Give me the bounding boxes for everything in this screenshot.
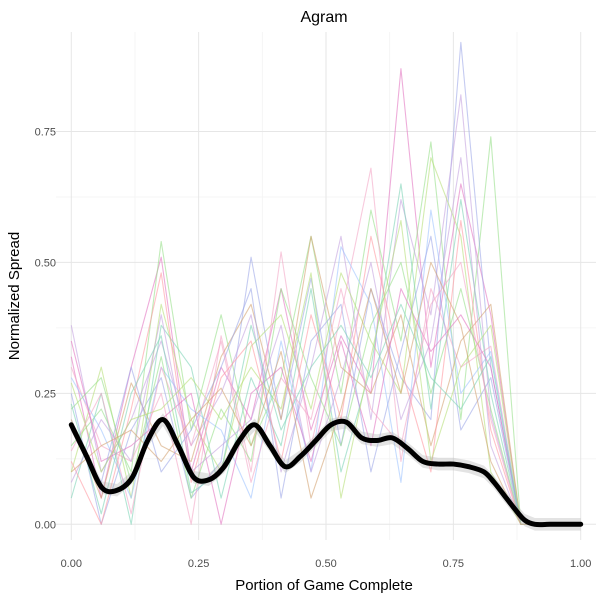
x-tick-label: 0.50 [315,558,336,570]
grid-lines [56,32,596,540]
smooth-trend [68,413,584,531]
series-line [70,261,581,525]
y-axis-title: Normalized Spread [6,232,23,360]
series-line [70,136,581,525]
series-line [70,235,581,525]
series-line [70,219,581,525]
series-line [70,157,581,525]
smooth-trend-line [68,417,584,528]
y-tick-label: 0.75 [35,127,56,139]
x-tick-label: 1.00 [570,558,591,570]
x-tick-label: 0.00 [61,558,82,570]
x-tick-label: 0.25 [188,558,209,570]
series-line [70,235,581,525]
x-tick-label: 0.75 [443,558,464,570]
x-axis-title: Portion of Game Complete [235,577,413,594]
y-tick-label: 0.00 [35,519,56,531]
series-line [70,303,581,525]
x-axis-ticks: 0.00 0.25 0.50 0.75 1.00 [61,558,592,570]
y-tick-label: 0.50 [35,257,56,269]
series-line [70,261,581,525]
series-line [70,183,581,525]
y-tick-label: 0.25 [35,388,56,400]
series-line [70,261,581,525]
series-line [70,219,581,525]
y-axis-ticks: 0.00 0.25 0.50 0.75 [35,127,56,532]
chart-title: Agram [300,9,347,26]
